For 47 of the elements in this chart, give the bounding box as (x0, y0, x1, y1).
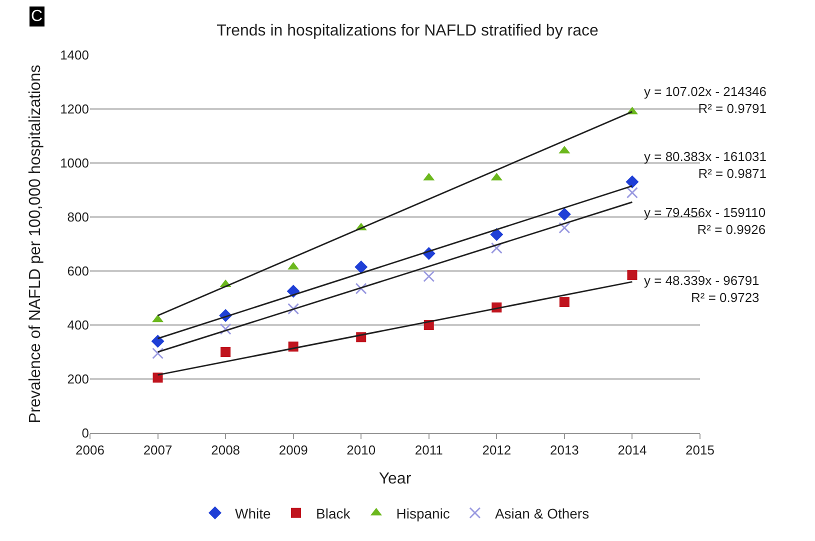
x-tick-label: 2008 (211, 442, 240, 458)
point (220, 347, 231, 357)
legend-label: Hispanic (396, 505, 450, 522)
legend-label: Black (316, 505, 352, 522)
point (151, 334, 164, 348)
point (152, 372, 163, 383)
x-axis-title: Year (378, 470, 412, 488)
x-tick-label: 2006 (76, 442, 104, 458)
annotation: y = 107.02x - 214346 R² = 0.9791 (644, 84, 767, 116)
x-tick-label: 2011 (414, 442, 443, 458)
x-tick-label: 2015 (686, 442, 714, 458)
legend-label: White (235, 505, 271, 522)
x-tick-label: 2012 (482, 442, 512, 458)
point (626, 186, 638, 198)
y-tick-label: 400 (67, 318, 89, 333)
x-tick-label: 2007 (143, 442, 172, 458)
point (354, 260, 368, 274)
x-tick-label: 2013 (550, 442, 579, 458)
y-tick-label: 600 (67, 264, 89, 279)
annotation: y = 80.383x - 161031 R² = 0.9871 (644, 149, 767, 181)
y-tick-label: 1200 (60, 102, 89, 117)
text: C (31, 8, 43, 25)
point (559, 297, 570, 308)
legend-label: Asian & Others (494, 505, 590, 522)
y-tick-label: 1400 (60, 48, 89, 63)
point (220, 323, 232, 335)
x-tick-label: 2010 (346, 442, 376, 458)
x-tick-label: 2014 (618, 442, 647, 458)
point (152, 348, 164, 360)
point (627, 270, 638, 280)
y-tick-label: 1000 (60, 156, 89, 171)
y-axis-title: Prevalence of NAFLD per 100,000 hospitalizations (26, 64, 44, 424)
point (490, 242, 502, 254)
point (288, 303, 300, 315)
point (558, 222, 570, 234)
point (558, 208, 571, 221)
y-tick-label: 0 (82, 426, 89, 441)
point (423, 270, 435, 282)
chart-title: Trends in hospitalizations for NAFLD stratified by race (216, 22, 598, 40)
x-tick-label: 2009 (278, 442, 308, 458)
point (626, 175, 639, 188)
annotation: y = 79.456x - 159110 R² = 0.9926 (644, 205, 766, 237)
point (490, 228, 504, 242)
y-tick-label: 200 (67, 372, 89, 387)
y-tick-label: 800 (67, 210, 89, 225)
point (355, 282, 367, 294)
annotation: y = 48.339x - 96791 R² = 0.9723 (644, 273, 760, 305)
